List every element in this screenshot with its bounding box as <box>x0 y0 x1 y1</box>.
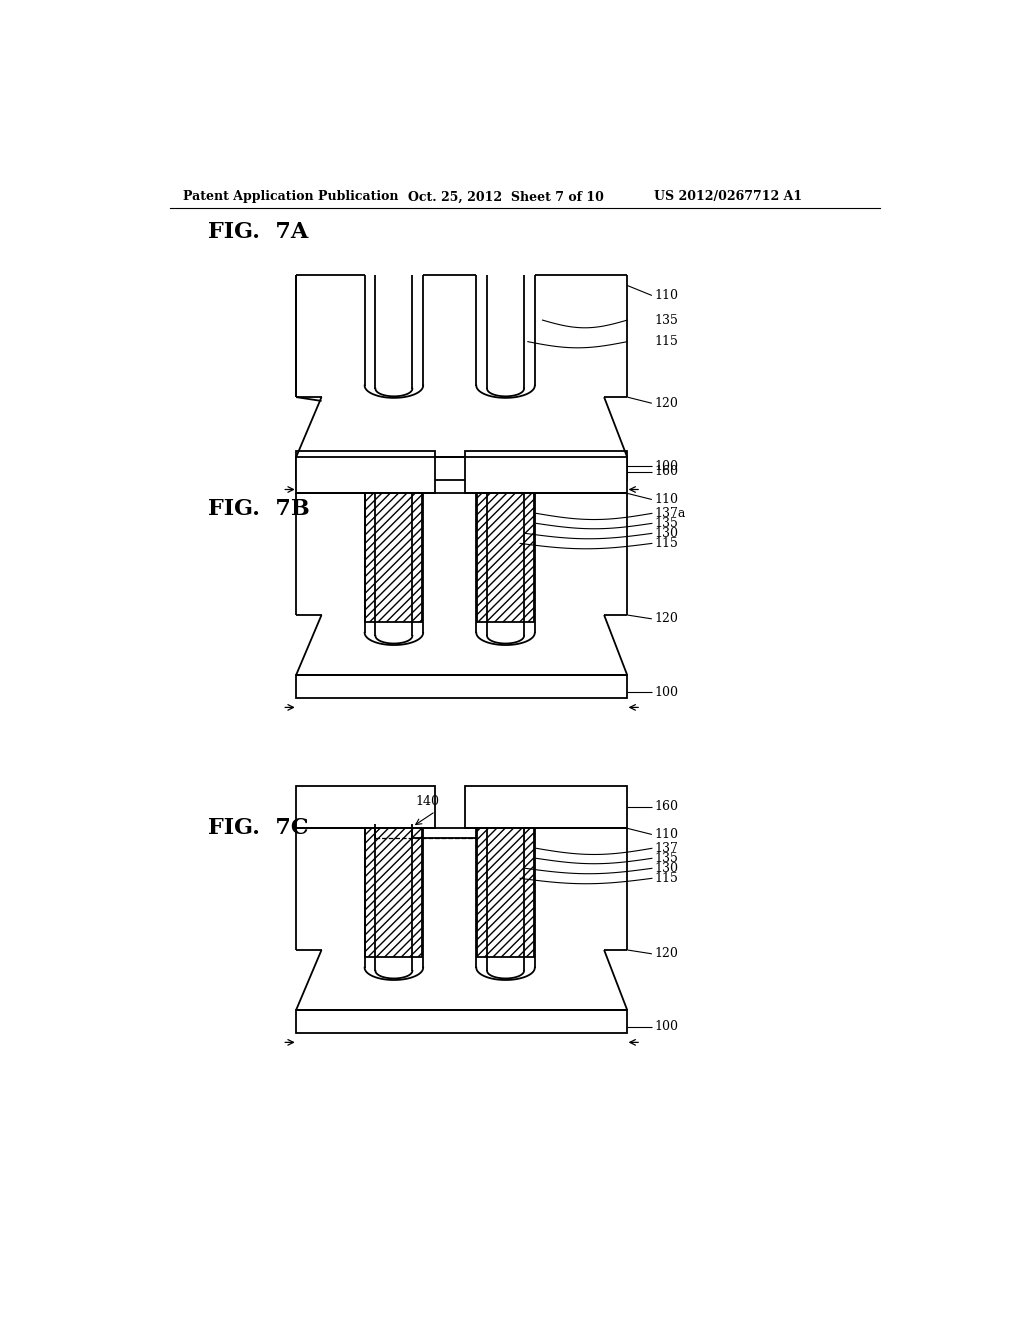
Bar <box>296 457 628 480</box>
Text: 160: 160 <box>654 465 678 478</box>
Text: 135: 135 <box>654 517 678 529</box>
Text: 110: 110 <box>654 492 678 506</box>
Text: 120: 120 <box>654 612 678 626</box>
Bar <box>465 785 628 829</box>
Bar <box>366 494 422 622</box>
Text: 137a: 137a <box>654 507 685 520</box>
Text: FIG.  7A: FIG. 7A <box>208 220 308 243</box>
Bar <box>366 829 422 957</box>
Bar <box>477 494 535 622</box>
Text: Patent Application Publication: Patent Application Publication <box>183 190 398 203</box>
Bar <box>477 829 535 957</box>
Text: 115: 115 <box>654 335 678 348</box>
Text: 115: 115 <box>654 537 678 550</box>
Text: 100: 100 <box>654 459 678 473</box>
Text: 100: 100 <box>654 685 678 698</box>
Text: 120: 120 <box>654 397 678 409</box>
Text: 120: 120 <box>654 948 678 961</box>
Text: FIG.  7B: FIG. 7B <box>208 498 309 520</box>
Text: US 2012/0267712 A1: US 2012/0267712 A1 <box>654 190 802 203</box>
Bar <box>465 451 628 494</box>
Bar <box>296 785 435 829</box>
Text: 160: 160 <box>654 800 678 813</box>
Bar <box>296 451 435 494</box>
Text: 130: 130 <box>654 527 678 540</box>
Text: 110: 110 <box>654 289 678 302</box>
Text: 130: 130 <box>654 862 678 875</box>
Text: 110: 110 <box>654 828 678 841</box>
Text: 100: 100 <box>654 1020 678 1034</box>
Text: 115: 115 <box>654 871 678 884</box>
Text: 137: 137 <box>654 842 678 855</box>
Bar <box>296 675 628 698</box>
Text: Oct. 25, 2012  Sheet 7 of 10: Oct. 25, 2012 Sheet 7 of 10 <box>408 190 603 203</box>
Text: 135: 135 <box>654 314 678 326</box>
Text: 135: 135 <box>654 851 678 865</box>
Text: FIG.  7C: FIG. 7C <box>208 817 308 840</box>
Text: 140: 140 <box>416 795 439 808</box>
Bar <box>296 1010 628 1034</box>
